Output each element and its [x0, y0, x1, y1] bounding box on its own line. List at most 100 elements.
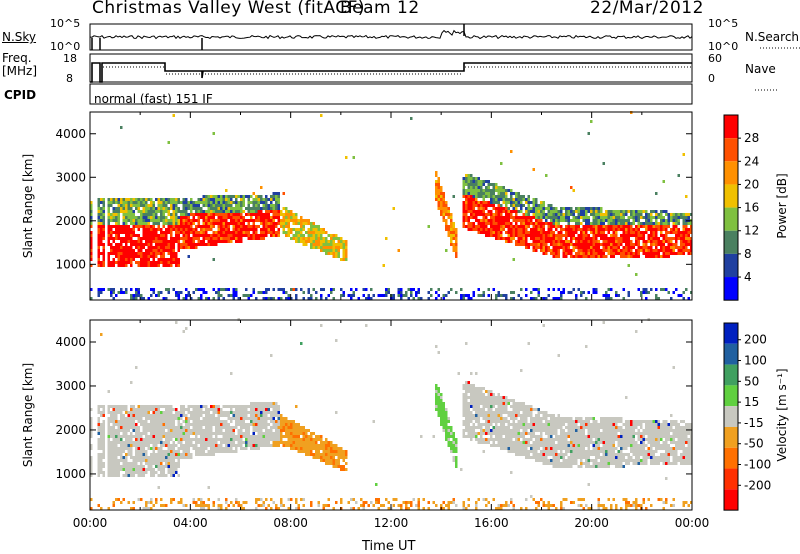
heatmap-cell: [320, 324, 323, 327]
heatmap-cell: [270, 498, 273, 501]
heatmap-cell: [520, 288, 523, 291]
heatmap-cell: [340, 288, 343, 291]
heatmap-cell: [642, 216, 645, 219]
heatmap-cell: [270, 417, 273, 420]
heatmap-cell: [277, 288, 280, 291]
nsearch-label: N.Search: [745, 30, 800, 44]
heatmap-cell: [555, 243, 558, 246]
heatmap-cell: [277, 423, 280, 426]
heatmap-cell: [212, 453, 215, 456]
heatmap-cell: [325, 450, 328, 453]
heatmap-cell: [222, 213, 225, 216]
heatmap-cell: [295, 441, 298, 444]
heatmap-cell: [437, 192, 440, 195]
heatmap-cell: [282, 420, 285, 423]
heatmap-cell: [150, 294, 153, 297]
plot-frame: [89, 111, 693, 301]
heatmap-cell: [110, 243, 113, 246]
heatmap-cell: [587, 246, 590, 249]
heatmap-cell: [515, 210, 518, 213]
heatmap-cell: [150, 447, 153, 450]
heatmap-cell: [550, 210, 553, 213]
heatmap-cell: [257, 219, 260, 222]
heatmap-cell: [190, 405, 193, 408]
heatmap-cell: [435, 180, 438, 183]
heatmap-cell: [175, 432, 178, 435]
heatmap-cell: [480, 195, 483, 198]
heatmap-cell: [195, 414, 198, 417]
heatmap-cell: [487, 213, 490, 216]
heatmap-cell: [162, 258, 165, 261]
heatmap-cell: [480, 228, 483, 231]
heatmap-cell: [152, 405, 155, 408]
heatmap-cell: [487, 186, 490, 189]
heatmap-cell: [567, 243, 570, 246]
heatmap-cell: [627, 252, 630, 255]
chart-title-station: Christmas Valley West (fitACF): [92, 0, 366, 18]
heatmap-cell: [147, 246, 150, 249]
heatmap-cell: [142, 441, 145, 444]
heatmap-cell: [562, 291, 565, 294]
heatmap-cell: [150, 405, 153, 408]
heatmap-cell: [670, 231, 673, 234]
heatmap-cell: [142, 264, 145, 267]
heatmap-cell: [615, 243, 618, 246]
heatmap-cell: [212, 444, 215, 447]
heatmap-cell: [142, 219, 145, 222]
heatmap-cell: [630, 252, 633, 255]
heatmap-cell: [597, 216, 600, 219]
heatmap-cell: [245, 414, 248, 417]
heatmap-cell: [127, 435, 130, 438]
heatmap-cell: [562, 219, 565, 222]
heatmap-cell: [580, 294, 583, 297]
heatmap-cell: [627, 246, 630, 249]
heatmap-cell: [137, 204, 140, 207]
heatmap-cell: [212, 438, 215, 441]
heatmap-cell: [462, 297, 465, 300]
heatmap-cell: [492, 204, 495, 207]
heatmap-cell: [205, 411, 208, 414]
heatmap-cell: [230, 432, 233, 435]
heatmap-cell: [182, 210, 185, 213]
heatmap-cell: [97, 213, 100, 216]
heatmap-cell: [437, 288, 440, 291]
heatmap-cell: [475, 180, 478, 183]
heatmap-cell: [335, 237, 338, 240]
heatmap-cell: [610, 246, 613, 249]
heatmap-cell: [250, 237, 253, 240]
heatmap-cell: [465, 189, 468, 192]
heatmap-cell: [237, 297, 240, 300]
heatmap-cell: [205, 429, 208, 432]
heatmap-cell: [145, 432, 148, 435]
heatmap-cell: [235, 405, 238, 408]
heatmap-cell: [655, 297, 658, 300]
heatmap-cell: [237, 414, 240, 417]
heatmap-cell: [215, 234, 218, 237]
heatmap-cell: [235, 408, 238, 411]
heatmap-cell: [237, 417, 240, 420]
heatmap-cell: [90, 408, 93, 411]
heatmap-cell: [662, 246, 665, 249]
heatmap-cell: [117, 408, 120, 411]
heatmap-cell: [90, 468, 93, 471]
heatmap-cell: [372, 420, 375, 423]
heatmap-cell: [185, 225, 188, 228]
heatmap-cell: [267, 228, 270, 231]
heatmap-cell: [122, 447, 125, 450]
heatmap-cell: [472, 183, 475, 186]
heatmap-cell: [247, 411, 250, 414]
heatmap-cell: [102, 453, 105, 456]
heatmap-cell: [232, 426, 235, 429]
heatmap-cell: [117, 465, 120, 468]
heatmap-cell: [197, 198, 200, 201]
heatmap-cell: [142, 216, 145, 219]
heatmap-cell: [622, 231, 625, 234]
heatmap-cell: [440, 186, 443, 189]
heatmap-cell: [262, 231, 265, 234]
heatmap-cell: [635, 243, 638, 246]
heatmap-cell: [107, 462, 110, 465]
heatmap-cell: [485, 216, 488, 219]
heatmap-cell: [145, 438, 148, 441]
heatmap-cell: [475, 216, 478, 219]
heatmap-cell: [102, 414, 105, 417]
